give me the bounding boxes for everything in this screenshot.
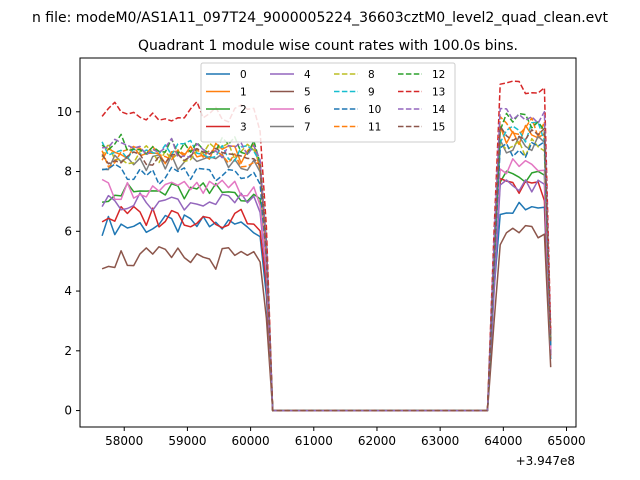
x-tick-label: 62000 <box>358 434 396 448</box>
series-line-15 <box>101 125 552 412</box>
x-tick-label: 60000 <box>232 434 270 448</box>
y-tick-label: 2 <box>64 344 72 358</box>
x-tick-label: 59000 <box>168 434 206 448</box>
series-line-1 <box>101 124 552 412</box>
y-axis: 0 2 4 6 8 10 <box>57 105 80 418</box>
legend-label-13: 13 <box>432 87 445 99</box>
legend-label-11: 11 <box>368 122 381 134</box>
legend-label-14: 14 <box>432 104 446 116</box>
y-tick-label: 4 <box>64 284 72 298</box>
chart-title: Quadrant 1 module wise count rates with … <box>138 38 518 54</box>
legend-label-15: 15 <box>432 122 445 134</box>
figure-suptitle: n file: modeM0/AS1A11_097T24_9000005224_… <box>32 10 609 26</box>
legend-label-7: 7 <box>304 122 311 134</box>
legend-label-8: 8 <box>368 69 375 81</box>
series-line-7 <box>102 135 552 412</box>
y-tick-label: 6 <box>64 224 72 238</box>
y-tick-label: 0 <box>64 404 72 418</box>
legend-label-12: 12 <box>432 69 445 81</box>
legend-label-4: 4 <box>304 69 311 81</box>
series-line-0 <box>101 201 552 412</box>
y-tick-label: 10 <box>57 105 72 119</box>
plot-lines <box>101 80 552 412</box>
x-tick-label: 64000 <box>484 434 522 448</box>
series-line-10 <box>101 141 552 412</box>
x-tick-label: 61000 <box>295 434 333 448</box>
series-line-3 <box>101 177 552 412</box>
legend-label-1: 1 <box>240 87 247 99</box>
series-line-9 <box>101 121 552 412</box>
axes-frame <box>79 57 577 428</box>
series-line-5 <box>101 224 552 412</box>
legend-label-2: 2 <box>240 104 247 116</box>
y-tick-label: 8 <box>64 165 72 179</box>
series-line-2 <box>101 170 552 412</box>
x-tick-label: 63000 <box>421 434 459 448</box>
legend-label-9: 9 <box>368 87 375 99</box>
legend-label-0: 0 <box>240 69 247 81</box>
x-offset-text: +3.947e8 <box>516 454 575 468</box>
series-line-6 <box>101 158 552 412</box>
x-tick-label: 58000 <box>105 434 143 448</box>
series-line-8 <box>101 137 552 412</box>
legend-label-6: 6 <box>304 104 311 116</box>
legend-label-5: 5 <box>304 87 311 99</box>
series-line-14 <box>102 107 552 412</box>
legend-label-3: 3 <box>240 122 247 134</box>
legend-label-10: 10 <box>368 104 381 116</box>
series-line-12 <box>101 112 552 412</box>
x-tick-label: 65000 <box>547 434 585 448</box>
legend-box <box>200 62 456 143</box>
x-axis: 58000 59000 60000 61000 62000 63000 64000 65000 <box>105 427 586 448</box>
